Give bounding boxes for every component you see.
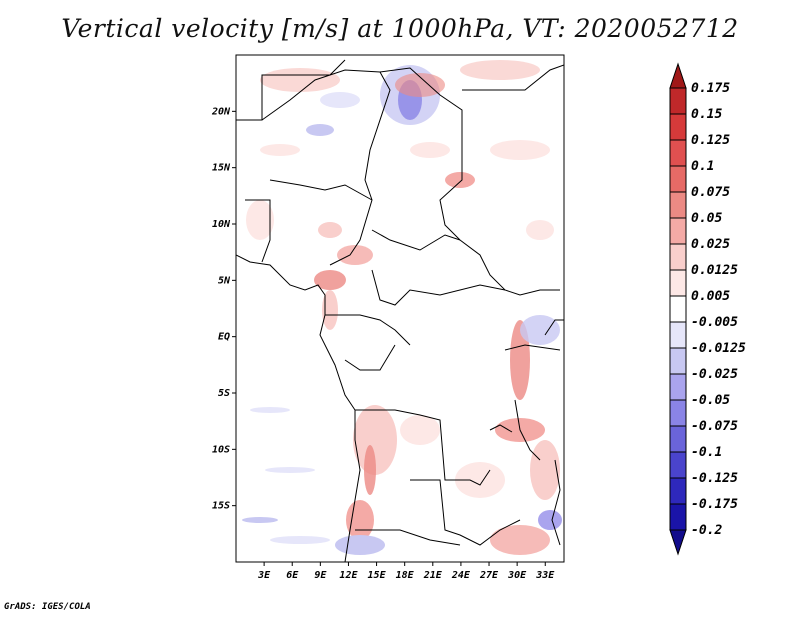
longitude-axis: 3E 6E 9E 12E 15E 18E 21E 24E 27E 30E 33E [257, 562, 555, 581]
colorbar-top-arrow [669, 62, 687, 89]
colorbar-bin [669, 87, 687, 115]
colorbar-label: 0.125 [691, 133, 730, 148]
lon-tick-label: 6E [286, 570, 299, 581]
lat-tick-label: 15N [212, 163, 231, 174]
credit-text: GrADS: IGES/COLA [4, 602, 91, 612]
colorbar-label: -0.005 [691, 315, 738, 330]
coastlines-and-borders [236, 59, 564, 562]
lon-tick-label: 21E [423, 570, 443, 581]
lat-tick-label: 5S [218, 388, 230, 399]
colorbar-bin [669, 269, 687, 297]
vertical-velocity-field [242, 60, 562, 555]
colorbar-bin [669, 113, 687, 141]
lon-tick-label: 33E [535, 570, 555, 581]
colorbar-label: -0.025 [691, 367, 738, 382]
colorbar-bin [669, 295, 687, 323]
colorbar-label: 0.0125 [691, 263, 738, 278]
colorbar-bin [669, 347, 687, 375]
colorbar-label: 0.025 [691, 237, 730, 252]
lon-tick-label: 15E [368, 570, 387, 581]
colorbar-label: -0.125 [691, 471, 738, 486]
lon-tick-label: 18E [396, 570, 415, 581]
colorbar-label: 0.075 [691, 185, 730, 200]
colorbar-label: 0.15 [691, 107, 722, 122]
colorbar-bin [669, 503, 687, 531]
map-title: Vertical velocity [m/s] at 1000hPa, VT: … [61, 14, 739, 43]
colorbar-label: 0.175 [691, 81, 730, 96]
colorbar-bin [669, 373, 687, 401]
colorbar-bin [669, 165, 687, 193]
colorbar-label: -0.1 [691, 445, 722, 460]
colorbar-label: -0.075 [691, 419, 738, 434]
lat-tick-label: 15S [212, 501, 230, 512]
colorbar-bin [669, 425, 687, 453]
lat-tick-label: 10S [212, 444, 230, 455]
colorbar-bin [669, 243, 687, 271]
colorbar-label: 0.05 [691, 211, 722, 226]
colorbar-label: -0.175 [691, 497, 738, 512]
colorbar-label: -0.0125 [691, 341, 746, 356]
map-frame [235, 54, 565, 563]
colorbar-bin [669, 399, 687, 427]
lon-tick-label: 24E [451, 570, 471, 581]
lat-tick-label: 20N [211, 106, 231, 117]
colorbar-bin [669, 477, 687, 505]
colorbar-bin [669, 217, 687, 245]
colorbar-bottom-arrow [669, 529, 687, 556]
colorbar-label: -0.05 [691, 393, 730, 408]
colorbar-bin [669, 321, 687, 349]
lon-tick-label: 27E [479, 570, 499, 581]
lon-tick-label: 9E [314, 570, 327, 581]
latitude-axis: 20N 15N 10N 5N EQ 5S 10S 15S [211, 106, 236, 512]
colorbar-label: 0.1 [691, 159, 714, 174]
lat-tick-label: 5N [218, 275, 231, 286]
lon-tick-label: 30E [507, 570, 527, 581]
colorbar-bin [669, 451, 687, 479]
colorbar-bin [669, 139, 687, 167]
lat-tick-label: EQ [218, 332, 230, 343]
colorbar-bin [669, 191, 687, 219]
colorbar-label: 0.005 [691, 289, 730, 304]
colorbar: 0.175 0.15 0.125 0.1 0.075 0.05 0.025 0.0125 0.0… [669, 62, 746, 556]
lon-tick-label: 3E [257, 570, 271, 581]
lat-tick-label: 10N [212, 219, 231, 230]
lon-tick-label: 12E [339, 570, 358, 581]
colorbar-label: -0.2 [691, 523, 722, 538]
